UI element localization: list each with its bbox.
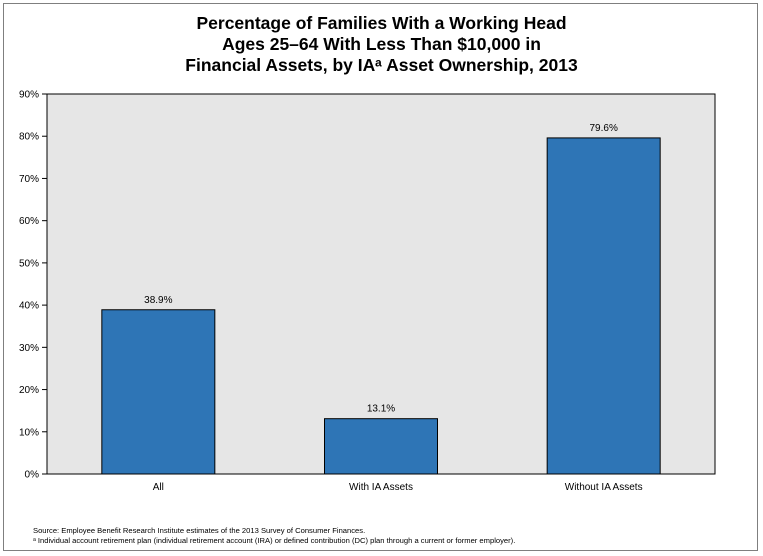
bar-with-ia-assets xyxy=(324,418,438,475)
y-tick-label: 20% xyxy=(19,385,39,396)
y-tick-label: 90% xyxy=(19,90,39,101)
bar-value-label: 38.9% xyxy=(144,295,172,306)
y-tick-label: 50% xyxy=(19,258,39,269)
x-category-label: Without IA Assets xyxy=(565,482,643,493)
y-tick-label: 70% xyxy=(19,174,39,185)
y-tick-label: 30% xyxy=(19,343,39,354)
x-category-label: With IA Assets xyxy=(349,482,413,493)
x-category-label: All xyxy=(153,482,164,493)
source-note: Source: Employee Benefit Research Instit… xyxy=(33,526,366,535)
y-tick-label: 80% xyxy=(19,132,39,143)
chart-title-line-2: Ages 25–64 With Less Than $10,000 in xyxy=(222,34,541,54)
y-tick-label: 0% xyxy=(25,470,40,481)
y-tick-label: 60% xyxy=(19,216,39,227)
y-tick-label: 10% xyxy=(19,427,39,438)
ia-definition-note: ᵃ Individual account retirement plan (in… xyxy=(33,535,516,545)
chart-title-line-1: Percentage of Families With a Working He… xyxy=(196,13,567,33)
y-tick-label: 40% xyxy=(19,301,39,312)
chart-title-line-3: Financial Assets, by IAᵃ Asset Ownership… xyxy=(185,55,578,75)
bar-value-label: 13.1% xyxy=(367,404,395,415)
footnotes: Source: Employee Benefit Research Instit… xyxy=(33,526,515,545)
chart-title: Percentage of Families With a Working He… xyxy=(0,13,763,76)
bar-without-ia-assets xyxy=(546,137,661,475)
bar-all xyxy=(101,309,216,475)
bar-value-label: 79.6% xyxy=(589,123,617,134)
